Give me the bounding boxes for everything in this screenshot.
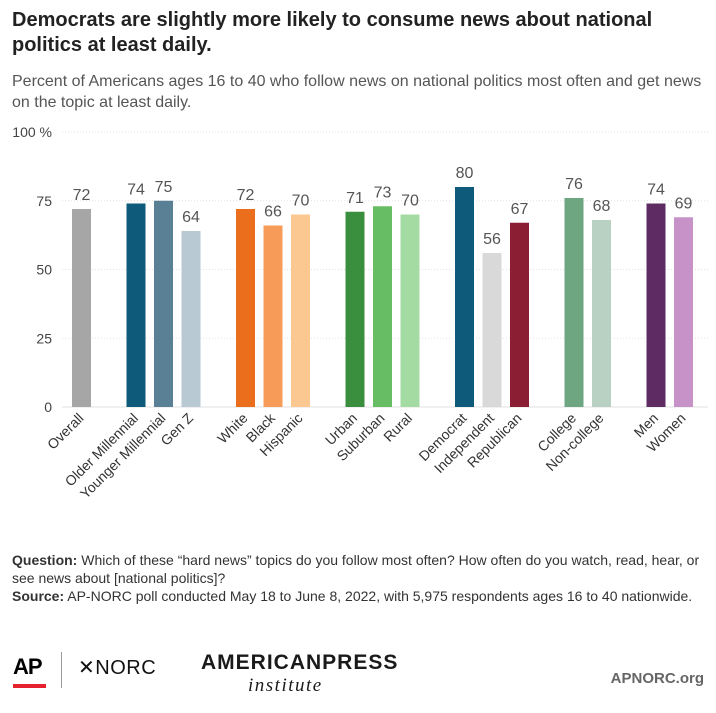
x-tick-label-overall: Overall <box>44 410 87 453</box>
bar-hispanic <box>291 214 310 407</box>
bar-college <box>564 198 584 407</box>
bar-younger-millennial <box>154 200 173 407</box>
bar-gen-z <box>181 231 201 407</box>
apnorc-site-link[interactable]: APNORC.org <box>610 670 704 687</box>
bar-white <box>236 209 255 407</box>
bar-overall <box>72 209 91 407</box>
chart-subtitle: Percent of Americans ages 16 to 40 who f… <box>12 73 702 111</box>
question-text: Which of these “hard news” topics do you… <box>12 552 700 586</box>
bar-urban <box>345 211 365 407</box>
y-tick-label: 75 <box>36 193 52 209</box>
ap-logo: AP <box>13 654 43 679</box>
x-tick-label-white: White <box>214 410 251 447</box>
x-tick-label-rural: Rural <box>380 410 415 445</box>
bar-older-millennial <box>126 203 146 407</box>
data-label-independent: 56 <box>483 231 501 248</box>
data-label-black: 66 <box>264 204 282 221</box>
data-labels: 72 74 75 64 72 66 70 71 73 70 80 56 67 76 68 74 69 <box>73 165 693 248</box>
bar-women <box>674 217 693 407</box>
y-axis-ticks: 0 25 50 75 100 % <box>12 124 52 415</box>
bar-republican <box>510 222 529 407</box>
data-label-hispanic: 70 <box>292 193 310 210</box>
data-label-gen-z: 64 <box>182 209 200 226</box>
data-label-urban: 71 <box>346 190 364 207</box>
data-label-democrat: 80 <box>456 165 474 182</box>
source-text: AP-NORC poll conducted May 18 to June 8,… <box>64 588 693 604</box>
bar-suburban <box>373 206 392 407</box>
norc-logo: ✕NORC <box>78 657 157 679</box>
data-label-younger-millennial: 75 <box>155 179 173 196</box>
bars <box>72 187 693 407</box>
source-label: Source: <box>12 588 65 604</box>
question-label: Question: <box>12 552 78 568</box>
logo-divider <box>61 652 62 688</box>
data-label-suburban: 73 <box>374 184 392 201</box>
data-label-republican: 67 <box>511 201 529 218</box>
bar-black <box>263 225 283 407</box>
chart-notes: Question: Which of these “hard news” top… <box>12 551 712 605</box>
chart-title: Democrats are slightly more likely to co… <box>12 9 653 56</box>
data-label-non-college: 68 <box>593 198 611 215</box>
y-tick-label: 25 <box>36 330 52 346</box>
question-note: Question: Which of these “hard news” top… <box>12 551 712 587</box>
y-tick-label: 0 <box>44 399 52 415</box>
ap-logo-underline <box>13 684 46 688</box>
data-label-white: 72 <box>237 187 255 204</box>
x-tick-label-gen-z: Gen Z <box>157 409 196 448</box>
source-note: Source: AP-NORC poll conducted May 18 to… <box>12 587 712 605</box>
data-label-overall: 72 <box>73 187 91 204</box>
y-tick-label: 50 <box>36 262 52 278</box>
bar-men <box>646 203 666 407</box>
data-label-college: 76 <box>565 176 583 193</box>
data-label-women: 69 <box>675 195 693 212</box>
bar-rural <box>400 214 420 407</box>
y-tick-label: 100 % <box>12 124 52 140</box>
bar-non-college <box>592 220 611 407</box>
data-label-rural: 70 <box>401 193 419 210</box>
data-label-men: 74 <box>647 182 665 199</box>
bar-democrat <box>455 187 474 407</box>
footer: AP ✕NORC AMERICANPRESS institute APNORC.… <box>0 640 716 713</box>
bar-independent <box>482 253 502 407</box>
american-press-institute-logo-subtitle: institute <box>248 675 323 696</box>
american-press-institute-logo: AMERICANPRESS <box>201 651 399 674</box>
data-label-older-millennial: 74 <box>127 182 145 199</box>
